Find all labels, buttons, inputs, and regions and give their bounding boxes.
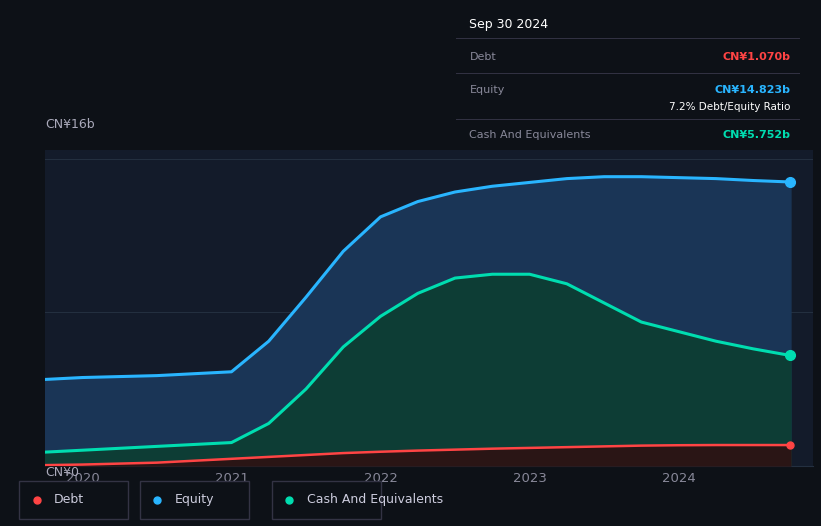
Text: CN¥1.070b: CN¥1.070b (722, 52, 790, 62)
Text: 7.2% Debt/Equity Ratio: 7.2% Debt/Equity Ratio (669, 102, 790, 112)
Text: Equity: Equity (175, 493, 214, 506)
Text: CN¥16b: CN¥16b (45, 118, 94, 131)
Text: CN¥0: CN¥0 (45, 466, 79, 479)
Text: CN¥5.752b: CN¥5.752b (722, 129, 790, 139)
Text: Debt: Debt (54, 493, 84, 506)
Text: Cash And Equivalents: Cash And Equivalents (470, 129, 591, 139)
Text: Cash And Equivalents: Cash And Equivalents (307, 493, 443, 506)
Text: Sep 30 2024: Sep 30 2024 (470, 18, 548, 31)
Text: CN¥14.823b: CN¥14.823b (714, 85, 790, 95)
Text: Debt: Debt (470, 52, 496, 62)
Text: Equity: Equity (470, 85, 505, 95)
